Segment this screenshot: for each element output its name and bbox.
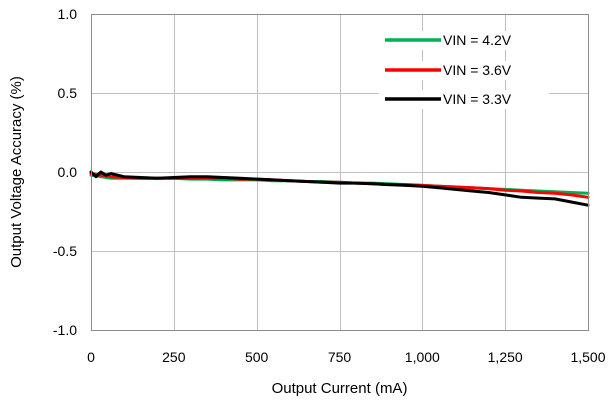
x-tick-labels: 0 250 500 750 1,000 1,250 1,500 (87, 349, 606, 365)
legend-label: VIN = 3.6V (443, 62, 512, 78)
x-tick-label: 1,500 (570, 349, 605, 365)
series-lines (89, 170, 590, 207)
x-tick-label: 1,250 (488, 349, 523, 365)
legend: VIN = 4.2V VIN = 3.6V VIN = 3.3V (379, 31, 549, 109)
y-tick-label: -1.0 (53, 322, 77, 338)
x-tick-label: 250 (162, 349, 186, 365)
legend-label: VIN = 4.2V (443, 32, 512, 48)
y-tick-label: 1.0 (58, 6, 78, 22)
y-tick-label: -0.5 (53, 243, 77, 259)
x-axis-title: Output Current (mA) (272, 380, 408, 397)
legend-item: VIN = 4.2V (379, 31, 549, 50)
x-tick-label: 0 (87, 349, 95, 365)
y-tick-label: 0.5 (58, 85, 78, 101)
legend-label: VIN = 3.3V (443, 91, 512, 107)
y-axis-title: Output Voltage Accuracy (%) (8, 76, 25, 268)
plot-frame (91, 14, 589, 331)
series-line-3 (89, 170, 590, 207)
y-tick-labels: 1.0 0.5 0.0 -0.5 -1.0 (53, 6, 77, 338)
y-tick-label: 0.0 (58, 164, 78, 180)
x-tick-label: 500 (245, 349, 269, 365)
legend-item: VIN = 3.6V (379, 61, 549, 80)
x-tick-label: 750 (328, 349, 352, 365)
x-tick-label: 1,000 (405, 349, 440, 365)
legend-item: VIN = 3.3V (379, 90, 549, 109)
